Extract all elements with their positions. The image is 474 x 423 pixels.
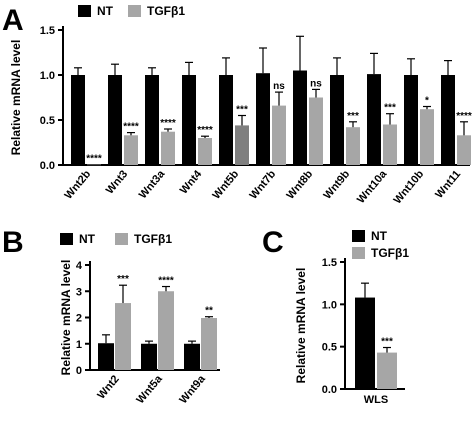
chart-c-x-tick-label: WLS — [364, 394, 388, 406]
chart-a-x-tick-label: Wnt2b — [63, 168, 94, 202]
chart-a-bar-tgf — [198, 138, 212, 165]
chart-a-x-tick-label: Wnt10a — [355, 168, 390, 206]
chart-c-bar-nt — [355, 297, 375, 389]
chart-b-y-tick-label: 3 — [76, 286, 82, 298]
chart-c-legend-label-nt: NT — [371, 229, 388, 243]
panel-b-letter: B — [2, 226, 24, 259]
chart-c-y-axis-title: Relative mRNA level — [294, 268, 308, 384]
chart-a-x-tick-label: Wnt10b — [392, 168, 427, 206]
chart-c-y-tick-label: 0.5 — [322, 342, 337, 354]
chart-a-y-tick-label: 1.0 — [40, 70, 55, 82]
chart-a-bar-nt — [256, 73, 270, 165]
chart-c: 0.0 0.5 1.0 1.5 Relative mRNA level NT TGFβ1 **… — [294, 229, 409, 406]
chart-a-bar-nt — [330, 75, 344, 165]
chart-a-significance-label: *** — [347, 111, 359, 122]
chart-b-significance-label: ** — [205, 306, 213, 317]
chart-a-x-tick-label: Wnt3a — [137, 168, 168, 202]
chart-a-y-axis-title: Relative mRNA level — [9, 40, 23, 156]
chart-b-bar-nt — [184, 343, 200, 370]
chart-a-legend-swatch-nt — [78, 5, 91, 17]
chart-a-x-tick-label: Wnt11 — [433, 168, 463, 201]
chart-a-bar-nt — [367, 74, 381, 165]
chart-c-legend-swatch-nt — [352, 230, 365, 242]
chart-b-bar-tgf — [201, 318, 217, 370]
chart-a-significance-label: **** — [123, 122, 139, 133]
chart-a-significance-label: ns — [310, 78, 322, 89]
chart-a-y-tick-label: 0.0 — [40, 160, 55, 172]
chart-b-legend-label-tgf: TGFβ1 — [134, 232, 172, 246]
chart-a-legend-label-nt: NT — [97, 4, 114, 18]
chart-a-legend-label-tgf: TGFβ1 — [147, 4, 185, 18]
chart-c-legend-swatch-tgf — [352, 247, 365, 259]
chart-a-significance-label: ns — [273, 81, 285, 92]
chart-c-y-tick-label: 1.5 — [322, 257, 337, 269]
chart-b-x-tick-label: Wnt9a — [177, 373, 208, 407]
chart-a-bar-tgf — [235, 125, 249, 165]
chart-b-y-tick-label: 4 — [76, 260, 83, 272]
chart-c-bar-tgf — [377, 352, 397, 389]
chart-a-x-tick-label: Wnt4 — [178, 168, 205, 197]
chart-a-significance-label: *** — [384, 103, 396, 114]
chart-a-x-tick-label: Wnt9b — [322, 168, 353, 202]
chart-a-bar-nt — [108, 75, 122, 165]
chart-a-significance-label: **** — [86, 154, 102, 165]
chart-a-x-tick-label: Wnt5b — [211, 168, 242, 202]
chart-c-y-tick-label: 0.0 — [322, 384, 337, 396]
chart-b-legend-swatch-nt — [60, 233, 73, 245]
chart-a-bar-tgf — [309, 97, 323, 165]
chart-a-bar-tgf — [420, 109, 434, 165]
chart-a-bar-nt — [441, 75, 455, 165]
chart-b-legend-label-nt: NT — [79, 232, 96, 246]
chart-b-x-tick-label: Wnt5a — [134, 373, 165, 407]
chart-b-y-tick-label: 2 — [76, 313, 82, 325]
chart-a-significance-label: **** — [456, 111, 472, 122]
chart-a-x-tick-label: Wnt7b — [248, 168, 279, 202]
panel-c-letter: C — [262, 226, 284, 259]
chart-a-x-tick-label: Wnt8b — [285, 168, 316, 202]
chart-a-y-tick-label: 0.5 — [40, 115, 55, 127]
chart-b-legend-swatch-tgf — [115, 233, 128, 245]
chart-b-x-tick-label: Wnt2 — [95, 373, 121, 401]
chart-a-bar-tgf — [87, 164, 101, 166]
chart-a-bar-tgf — [457, 135, 471, 165]
chart-c-significance-label: *** — [381, 337, 393, 348]
chart-b-bar-nt — [98, 343, 114, 370]
chart-a-bar-tgf — [272, 105, 286, 165]
panel-a-letter: A — [2, 4, 24, 37]
chart-a-legend-swatch-tgf — [128, 5, 141, 17]
chart-a-significance-label: **** — [197, 125, 213, 136]
chart-a-bar-tgf — [124, 135, 138, 165]
chart-b-significance-label: **** — [158, 276, 174, 287]
chart-a-significance-label: *** — [236, 105, 248, 116]
chart-a-bar-nt — [71, 75, 85, 165]
chart-a-bar-nt — [404, 75, 418, 165]
chart-b-bar-nt — [141, 343, 157, 370]
chart-a-bar-tgf — [161, 131, 175, 165]
chart-a-y-tick-label: 1.5 — [40, 25, 55, 37]
chart-a-bar-nt — [219, 75, 233, 165]
chart-b-y-axis-title: Relative mRNA level — [59, 260, 73, 376]
chart-a-x-tick-label: Wnt3 — [104, 168, 130, 196]
chart-b-bar-tgf — [115, 303, 131, 370]
chart-a-bar-nt — [145, 75, 159, 165]
chart-a-bar-tgf — [346, 127, 360, 165]
chart-b-y-tick-label: 1 — [76, 339, 82, 351]
chart-c-y-tick-label: 1.0 — [322, 299, 337, 311]
chart-a-significance-label: * — [425, 96, 429, 107]
chart-a-bar-tgf — [383, 124, 397, 165]
chart-b-significance-label: *** — [117, 274, 129, 285]
chart-b-bar-tgf — [158, 291, 174, 370]
chart-a-significance-label: **** — [160, 118, 176, 129]
chart-c-legend-label-tgf: TGFβ1 — [371, 246, 409, 260]
chart-b-y-tick-label: 0 — [76, 365, 82, 377]
chart-a-bar-nt — [182, 75, 196, 165]
chart-a-bar-nt — [293, 70, 307, 165]
